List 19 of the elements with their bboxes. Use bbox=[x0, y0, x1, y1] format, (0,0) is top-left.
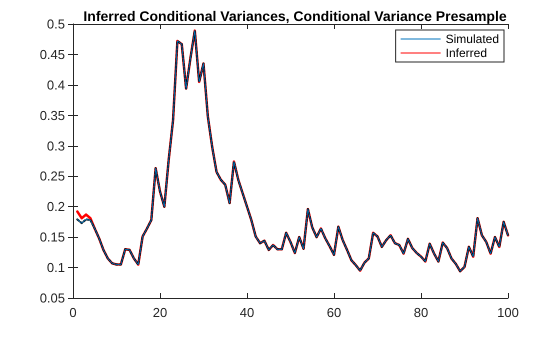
x-tick-label: 100 bbox=[497, 305, 519, 320]
y-tick-label: 0.1 bbox=[46, 260, 65, 276]
y-tick-label: 0.2 bbox=[46, 199, 65, 214]
y-tick-label: 0.25 bbox=[40, 168, 65, 184]
y-tick-label: 0.05 bbox=[40, 290, 65, 306]
y-tick-label: 0.4 bbox=[46, 77, 65, 92]
x-tick-label: 80 bbox=[414, 305, 428, 320]
y-tick-label: 0.45 bbox=[40, 46, 65, 62]
legend-label: Inferred bbox=[446, 46, 487, 60]
legend-label: Simulated bbox=[446, 32, 500, 46]
x-tick-label: 20 bbox=[152, 305, 168, 320]
y-tick-label: 0.35 bbox=[40, 108, 65, 123]
y-tick-label: 0.5 bbox=[46, 16, 65, 32]
x-tick-label: 60 bbox=[326, 305, 342, 320]
chart-title: Inferred Conditional Variances, Conditional Variance Presample bbox=[83, 8, 507, 24]
x-tick-label: 0 bbox=[69, 305, 77, 320]
y-tick-label: 0.3 bbox=[46, 138, 65, 154]
y-tick-label: 0.15 bbox=[40, 230, 65, 245]
x-tick-label: 40 bbox=[240, 305, 254, 320]
